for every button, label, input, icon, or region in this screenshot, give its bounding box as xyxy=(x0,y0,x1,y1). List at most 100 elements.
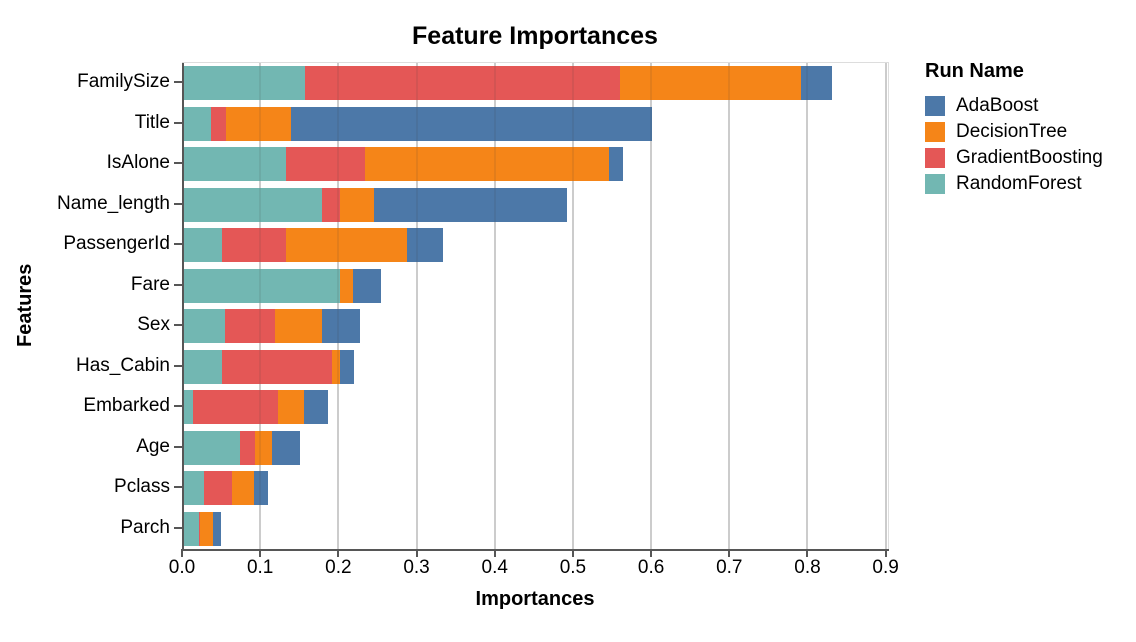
y-tick-label-Parch: Parch xyxy=(120,516,170,538)
bar-segment-Embarked-DecisionTree xyxy=(277,390,304,425)
bar-segment-Has_Cabin-AdaBoost xyxy=(340,349,355,384)
y-tick-Sex xyxy=(174,324,182,327)
y-tick-Name_length xyxy=(174,202,182,205)
bar-segment-Title-DecisionTree xyxy=(226,106,292,141)
bar-segment-Age-DecisionTree xyxy=(255,430,273,465)
x-tick-0.5 xyxy=(571,550,574,557)
legend-swatch-GradientBoosting xyxy=(925,148,945,168)
bar-segment-IsAlone-GradientBoosting xyxy=(285,147,365,182)
y-tick-label-Name_length: Name_length xyxy=(56,192,170,214)
bar-segment-Sex-AdaBoost xyxy=(321,309,360,344)
bar-segment-Name_length-RandomForest xyxy=(184,187,322,222)
bar-segment-Fare-AdaBoost xyxy=(352,268,382,303)
gridline-0.6 xyxy=(650,63,653,549)
bar-segment-Parch-AdaBoost xyxy=(212,511,221,546)
bar-segment-Title-AdaBoost xyxy=(291,106,653,141)
bar-segment-Sex-DecisionTree xyxy=(274,309,322,344)
gridline-overlay-0.6 xyxy=(650,63,653,549)
x-axis-domain-line xyxy=(181,549,889,551)
x-tick-label-0.0: 0.0 xyxy=(168,557,196,578)
bar-segment-Title-RandomForest xyxy=(184,106,212,141)
y-tick-Age xyxy=(174,445,182,448)
gridline-overlay-0.2 xyxy=(337,63,340,549)
x-tick-label-0.1: 0.1 xyxy=(246,557,274,578)
gridline-0.2 xyxy=(337,63,340,549)
bar-segment-Pclass-DecisionTree xyxy=(231,471,255,506)
bar-segment-Has_Cabin-GradientBoosting xyxy=(221,349,332,384)
y-tick-label-Age: Age xyxy=(136,435,170,457)
gridline-overlay-0.4 xyxy=(493,63,496,549)
x-tick-0.3 xyxy=(415,550,418,557)
legend-label-DecisionTree: DecisionTree xyxy=(956,121,1068,142)
x-tick-label-0.2: 0.2 xyxy=(325,557,352,578)
y-tick-Fare xyxy=(174,283,182,286)
bar-segment-Name_length-AdaBoost xyxy=(373,187,568,222)
legend-item-GradientBoosting: GradientBoosting xyxy=(925,145,1103,171)
gridline-0.3 xyxy=(415,63,418,549)
bar-segment-PassengerId-AdaBoost xyxy=(406,228,443,263)
x-tick-0.1 xyxy=(259,550,262,557)
bar-segment-PassengerId-DecisionTree xyxy=(286,228,407,263)
bar-segment-FamilySize-RandomForest xyxy=(184,66,306,101)
x-axis-title: Importances xyxy=(475,588,595,610)
bar-segment-Embarked-GradientBoosting xyxy=(192,390,278,425)
gridline-0.4 xyxy=(493,63,496,549)
gridline-0.7 xyxy=(728,63,731,549)
bar-segment-Sex-GradientBoosting xyxy=(225,309,275,344)
gridline-overlay-0.9 xyxy=(884,63,887,549)
legend-swatch-RandomForest xyxy=(925,174,945,194)
bar-segment-Parch-DecisionTree xyxy=(200,511,213,546)
bar-segment-Parch-GradientBoosting xyxy=(198,511,201,546)
x-tick-0.7 xyxy=(728,550,731,557)
bar-segment-PassengerId-GradientBoosting xyxy=(221,228,287,263)
bar-segment-Pclass-AdaBoost xyxy=(254,471,268,506)
legend: Run Name AdaBoost DecisionTree GradientBoo… xyxy=(925,60,1103,197)
bar-segment-Age-RandomForest xyxy=(184,430,241,465)
x-tick-0.0 xyxy=(181,550,183,557)
bar-segment-Fare-RandomForest xyxy=(184,268,341,303)
bar-segment-FamilySize-GradientBoosting xyxy=(305,66,621,101)
x-tick-0.9 xyxy=(884,550,887,557)
bar-segment-Name_length-GradientBoosting xyxy=(321,187,341,222)
legend-label-AdaBoost: AdaBoost xyxy=(956,95,1039,116)
y-tick-label-Title: Title xyxy=(134,111,170,133)
legend-label-GradientBoosting: GradientBoosting xyxy=(956,147,1103,168)
x-tick-label-0.6: 0.6 xyxy=(637,557,665,578)
legend-item-AdaBoost: AdaBoost xyxy=(925,93,1103,119)
y-tick-label-Embarked: Embarked xyxy=(83,395,170,417)
y-tick-label-FamilySize: FamilySize xyxy=(77,71,170,93)
y-tick-Embarked xyxy=(174,405,182,408)
gridline-overlay-0.7 xyxy=(728,63,731,549)
bar-segment-Name_length-DecisionTree xyxy=(340,187,374,222)
bar-segment-Has_Cabin-RandomForest xyxy=(184,349,222,384)
gridline-overlay-0.8 xyxy=(806,63,809,549)
bar-segment-FamilySize-DecisionTree xyxy=(620,66,801,101)
x-tick-0.2 xyxy=(337,550,340,557)
y-axis-domain-line xyxy=(182,63,184,549)
gridline-0.8 xyxy=(806,63,809,549)
y-tick-Parch xyxy=(174,526,182,529)
x-tick-label-0.8: 0.8 xyxy=(794,557,821,578)
x-tick-0.4 xyxy=(493,550,496,557)
y-axis-title: Features xyxy=(14,263,36,347)
x-tick-0.6 xyxy=(650,550,653,557)
y-tick-label-PassengerId: PassengerId xyxy=(63,233,170,255)
legend-swatch-AdaBoost xyxy=(925,96,945,116)
legend-item-DecisionTree: DecisionTree xyxy=(925,119,1103,145)
x-tick-label-0.3: 0.3 xyxy=(403,557,430,578)
bar-segment-Embarked-RandomForest xyxy=(184,390,193,425)
bar-segment-Sex-RandomForest xyxy=(184,309,226,344)
plot-area xyxy=(181,62,889,551)
x-tick-label-0.5: 0.5 xyxy=(559,557,587,578)
legend-label-RandomForest: RandomForest xyxy=(956,173,1082,194)
y-tick-IsAlone xyxy=(174,162,182,165)
y-tick-Title xyxy=(174,121,182,124)
bar-segment-PassengerId-RandomForest xyxy=(184,228,222,263)
bar-segment-Age-GradientBoosting xyxy=(240,430,256,465)
bar-segment-Pclass-GradientBoosting xyxy=(204,471,232,506)
gridline-0.5 xyxy=(571,63,574,549)
bar-segment-FamilySize-AdaBoost xyxy=(800,66,833,101)
gridline-overlay-0.1 xyxy=(259,63,262,549)
bar-segment-IsAlone-DecisionTree xyxy=(364,147,609,182)
x-tick-label-0.9: 0.9 xyxy=(872,557,899,578)
